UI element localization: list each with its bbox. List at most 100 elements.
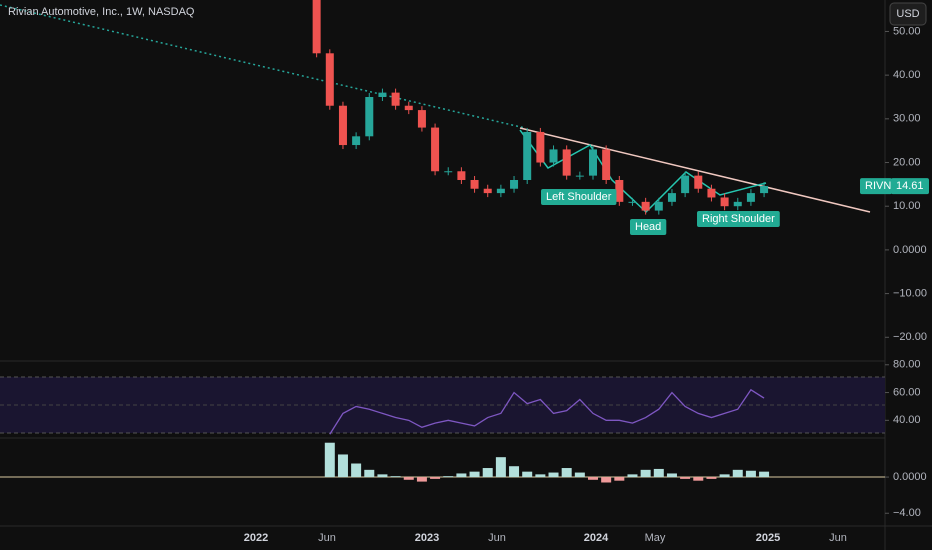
candle [352,136,361,146]
candle [470,180,479,189]
macd-bar [351,463,362,478]
candle [641,201,650,211]
y-tick-label: 40.00 [893,69,921,81]
macd-bar [666,473,677,478]
candle [694,175,703,189]
macd-bar [706,477,717,479]
y-tick-label: −20.00 [893,331,927,343]
candle [338,105,347,146]
y-tick-label: 10.00 [893,200,921,212]
currency-label: USD [896,8,919,20]
candle [681,175,690,194]
annotation-label: Right Shoulder [702,213,775,225]
macd-bar [693,477,704,481]
macd-bar [430,477,441,479]
macd-bar [614,477,625,481]
macd-bar [719,474,730,478]
y-tick-label: 50.00 [893,25,921,37]
macd-bar [561,468,572,478]
macd-bar [680,477,691,479]
candle [444,171,453,173]
macd-bar [548,472,559,478]
candle [615,180,624,202]
candle [483,188,492,194]
symbol-box [860,178,892,195]
y-tick-label: −10.00 [893,287,927,299]
candle [589,149,597,176]
candle [720,197,729,207]
candle [549,149,558,163]
y-tick-label: 0.0000 [893,244,927,256]
candle [431,127,440,172]
candle [417,110,426,128]
candle [312,0,321,54]
macd-bar [653,468,664,478]
macd-bar [535,474,546,478]
macd-bar [337,454,348,478]
candle [523,131,532,180]
annotation-label: Left Shoulder [546,191,612,203]
y-tick-label: 60.00 [893,386,921,398]
annotation-box [697,211,780,227]
candle [365,96,374,137]
macd-bar [443,476,454,478]
macd-bar [416,477,427,482]
y-tick-label: 30.00 [893,113,921,125]
x-tick-label: 2022 [244,532,268,544]
macd-bar [482,468,493,478]
neckline [519,127,871,213]
candle [562,149,571,176]
rsi-line [329,388,765,435]
x-tick-label: Jun [488,532,506,544]
candle [628,201,637,203]
y-tick-label: 20.00 [893,156,921,168]
macd-bar [522,471,533,478]
candle [760,186,769,194]
candle [667,193,676,202]
price-box [891,178,929,195]
macd-bar [469,471,480,478]
y-tick-label: 40.00 [893,414,921,426]
macd-bar [324,442,335,478]
annotation-box [541,189,617,205]
macd-bar [759,471,770,478]
y-tick-label: 80.00 [893,359,921,371]
x-tick-label: 2025 [756,532,780,544]
macd-bar [627,474,638,478]
candle [575,175,584,177]
candle [510,180,519,189]
last-price: 14.61 [896,180,924,192]
macd-bar [390,476,401,478]
price-plot [312,0,769,215]
candle [325,53,334,106]
x-tick-label: Jun [318,532,336,544]
macd-bar [588,477,598,480]
candle [707,188,716,198]
macd-bar [495,457,506,478]
candle [378,92,387,97]
candle [404,105,413,111]
currency-button[interactable] [889,2,927,26]
candle [746,193,755,202]
symbol-label: RIVN [865,180,891,192]
candle [602,149,611,180]
x-tick-label: 2023 [415,532,439,544]
title: Rivian Automotive, Inc., 1W, NASDAQ [8,6,195,18]
macd-bar [509,466,520,478]
x-tick-label: May [645,532,666,544]
candle [733,201,742,207]
annotation-label: Head [635,221,661,233]
candle [654,201,663,211]
macd-bar [640,469,651,478]
macd-bar [574,472,585,478]
macd-bar [456,473,467,478]
macd-bar [745,470,756,478]
macd-bar [403,477,414,480]
y-tick-label: −4.00 [893,507,921,519]
candle [536,131,545,163]
annotation-box [630,219,667,235]
candle [391,92,400,106]
macd-bar [377,474,388,478]
